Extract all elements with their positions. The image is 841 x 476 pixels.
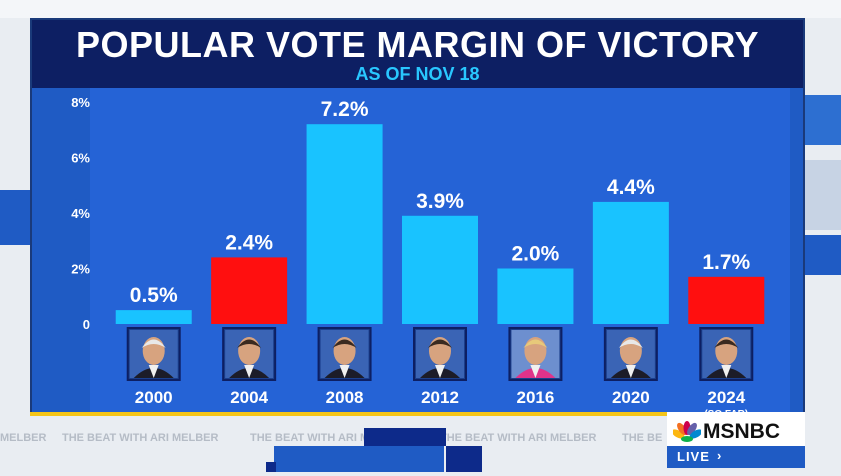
x-tick-label: 2008 [326, 388, 364, 407]
ticker-text: THE BE [622, 432, 663, 444]
ticker-text: MELBER [0, 432, 47, 444]
bar [688, 276, 765, 324]
background-stripe [805, 160, 841, 230]
lower-third-block [274, 446, 444, 472]
y-tick-label: 2% [71, 262, 90, 277]
portrait-2000-icon [126, 327, 181, 381]
live-badge: LIVE › [667, 446, 805, 468]
y-tick-label: 0 [83, 317, 90, 332]
portrait-2020-icon [603, 327, 658, 381]
x-tick-label: 2000 [135, 388, 173, 407]
chevron-right-icon: › [717, 448, 722, 463]
data-label: 3.9% [416, 190, 464, 213]
chart-subtitle: AS OF NOV 18 [355, 64, 480, 84]
background-stripe [0, 0, 841, 18]
portrait-2012-icon [413, 327, 467, 381]
bar [497, 268, 574, 324]
bar [592, 201, 669, 324]
portrait-2024-icon [699, 327, 754, 381]
data-label: 0.5% [130, 284, 178, 307]
peacock-icon [673, 421, 701, 442]
bar [115, 310, 192, 324]
data-label: 7.2% [321, 98, 369, 121]
live-label: LIVE [677, 449, 710, 464]
lower-third-block [266, 462, 276, 472]
bar [211, 257, 288, 324]
bar [306, 124, 383, 324]
x-tick-label: 2020 [612, 388, 650, 407]
y-tick-label: 6% [71, 151, 90, 166]
y-tick-label: 8% [71, 95, 90, 110]
yellow-baseline [30, 412, 805, 416]
portrait-2004-icon [222, 327, 277, 381]
x-tick-label: 2012 [421, 388, 459, 407]
lower-third-block [446, 446, 482, 472]
ticker-text: THE BEAT WITH ARI MELBER [440, 432, 597, 444]
chart-panel: POPULAR VOTE MARGIN OF VICTORY AS OF NOV… [30, 18, 805, 415]
background-stripe [0, 190, 30, 245]
network-name: MSNBC [703, 420, 780, 443]
lower-third-block [364, 428, 446, 446]
x-tick-label: 2016 [517, 388, 555, 407]
portrait-2016-icon [508, 327, 563, 381]
bar-chart: 0 2% 4% 6% 8% 0.5% 2000 2.4% 2004 7.2% 2008 3.9% 201… [71, 88, 790, 415]
x-tick-label: 2024 [707, 388, 745, 407]
y-tick-label: 4% [71, 206, 90, 221]
background-stripe [805, 235, 841, 275]
background-stripe [805, 95, 841, 145]
bar [402, 215, 478, 324]
data-label: 4.4% [607, 176, 655, 199]
chart-title: POPULAR VOTE MARGIN OF VICTORY [75, 24, 760, 65]
data-label: 1.7% [702, 251, 750, 274]
data-label: 2.0% [511, 243, 559, 266]
ticker-text: THE BEAT WITH ARI MELBER [62, 432, 219, 444]
chart-header: POPULAR VOTE MARGIN OF VICTORY AS OF NOV… [32, 20, 803, 88]
data-label: 2.4% [225, 231, 273, 254]
x-tick-label: 2004 [230, 388, 268, 407]
portrait-2008-icon [317, 327, 372, 381]
